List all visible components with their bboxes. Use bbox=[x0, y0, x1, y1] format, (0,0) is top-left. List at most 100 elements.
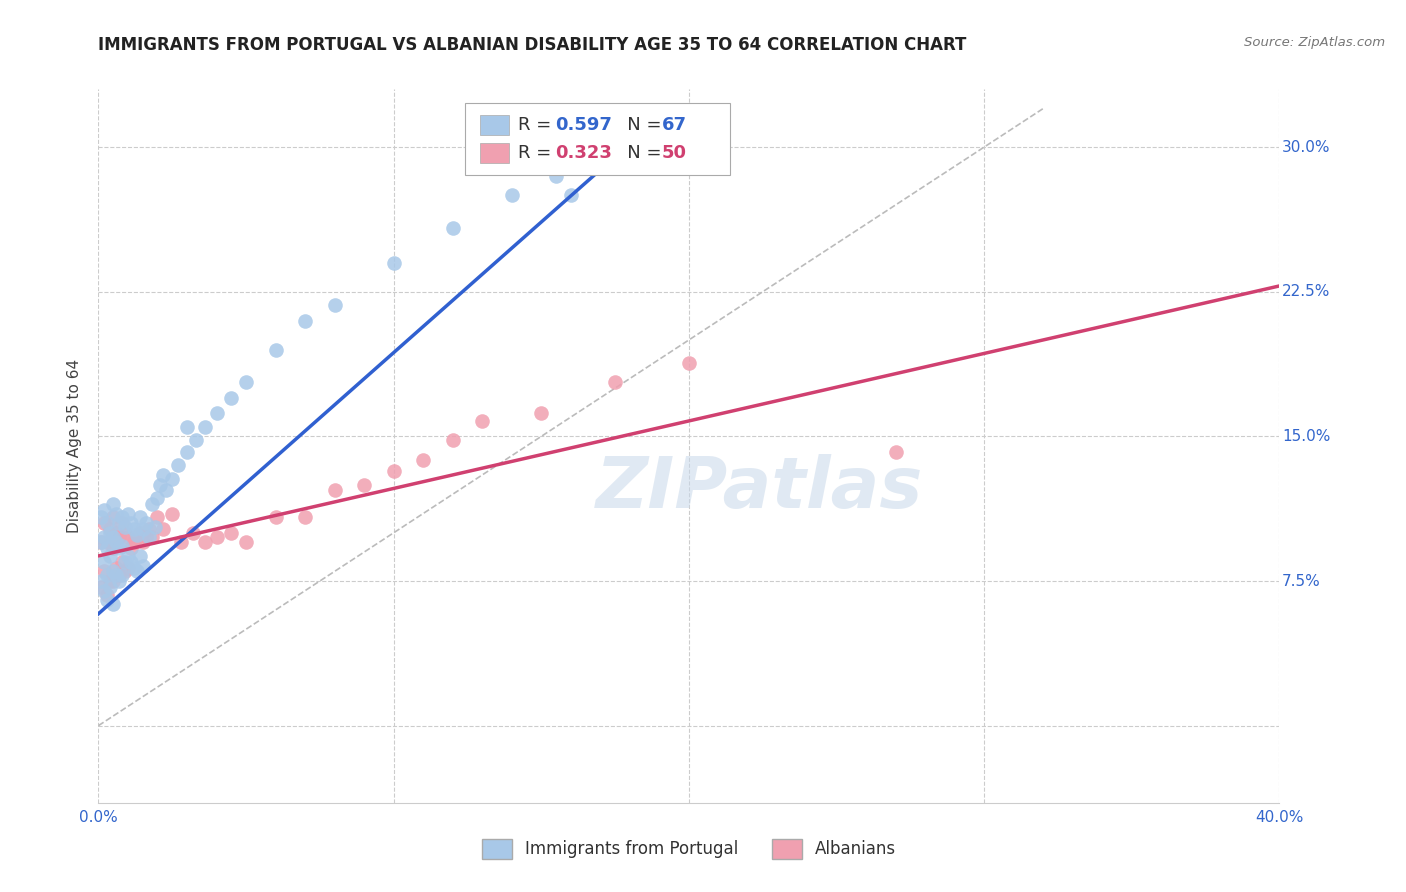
Point bbox=[117, 560, 139, 574]
Point bbox=[122, 535, 145, 549]
Point bbox=[108, 574, 131, 588]
Point bbox=[138, 522, 160, 536]
Point bbox=[152, 522, 174, 536]
Point bbox=[96, 541, 118, 556]
Point bbox=[471, 414, 494, 428]
Point bbox=[235, 376, 257, 390]
Point bbox=[98, 580, 121, 594]
Point bbox=[120, 555, 142, 569]
Point bbox=[125, 565, 148, 579]
Point bbox=[122, 522, 145, 536]
Point bbox=[132, 522, 155, 536]
Y-axis label: Disability Age 35 to 64: Disability Age 35 to 64 bbox=[67, 359, 83, 533]
Point bbox=[111, 516, 134, 530]
Point bbox=[143, 520, 166, 534]
Text: 0.323: 0.323 bbox=[555, 145, 613, 162]
Point bbox=[235, 535, 257, 549]
Point bbox=[93, 530, 115, 544]
Point bbox=[103, 497, 125, 511]
Point bbox=[264, 343, 287, 357]
Point bbox=[111, 510, 134, 524]
Point bbox=[114, 555, 136, 569]
Point bbox=[93, 565, 115, 579]
FancyBboxPatch shape bbox=[479, 144, 509, 163]
Point bbox=[219, 525, 242, 540]
Point bbox=[678, 356, 700, 370]
Text: 0.597: 0.597 bbox=[555, 116, 613, 134]
Point bbox=[219, 391, 242, 405]
Point bbox=[884, 444, 907, 458]
Point bbox=[135, 530, 157, 544]
Point bbox=[194, 419, 217, 434]
Point bbox=[90, 510, 112, 524]
Text: IMMIGRANTS FROM PORTUGAL VS ALBANIAN DISABILITY AGE 35 TO 64 CORRELATION CHART: IMMIGRANTS FROM PORTUGAL VS ALBANIAN DIS… bbox=[98, 36, 967, 54]
Point bbox=[103, 597, 125, 611]
Point bbox=[120, 541, 142, 556]
Point bbox=[111, 568, 134, 582]
Point bbox=[441, 434, 464, 448]
Point bbox=[132, 558, 155, 573]
FancyBboxPatch shape bbox=[479, 115, 509, 135]
Point bbox=[162, 472, 183, 486]
Point bbox=[162, 507, 183, 521]
Text: 7.5%: 7.5% bbox=[1282, 574, 1320, 589]
Point bbox=[105, 525, 128, 540]
Point bbox=[108, 568, 131, 582]
Point bbox=[176, 419, 198, 434]
Text: R =: R = bbox=[517, 116, 557, 134]
Point bbox=[111, 539, 134, 553]
Point bbox=[103, 510, 125, 524]
Point bbox=[98, 525, 121, 540]
Text: ZIPatlas: ZIPatlas bbox=[596, 454, 924, 524]
Point bbox=[194, 535, 217, 549]
Point bbox=[184, 434, 207, 448]
Point bbox=[605, 376, 627, 390]
Point bbox=[128, 510, 150, 524]
Point bbox=[90, 535, 112, 549]
Point bbox=[205, 406, 228, 420]
Point bbox=[135, 516, 157, 530]
Point bbox=[90, 574, 112, 588]
Point bbox=[146, 491, 169, 505]
Point bbox=[103, 574, 125, 588]
Point bbox=[98, 574, 121, 588]
Point bbox=[167, 458, 190, 473]
Point bbox=[501, 188, 523, 202]
Point bbox=[105, 568, 128, 582]
Point bbox=[323, 298, 346, 312]
Point bbox=[96, 568, 118, 582]
Point bbox=[114, 565, 136, 579]
Point bbox=[96, 587, 118, 601]
Point bbox=[530, 406, 553, 420]
Point bbox=[122, 560, 145, 574]
Point bbox=[149, 477, 172, 491]
Point bbox=[353, 477, 375, 491]
Point bbox=[264, 510, 287, 524]
Point bbox=[96, 535, 118, 549]
Point bbox=[96, 516, 118, 530]
Point bbox=[146, 510, 169, 524]
Point bbox=[294, 510, 316, 524]
Point bbox=[108, 530, 131, 544]
Point bbox=[103, 541, 125, 556]
Point bbox=[181, 525, 204, 540]
Point bbox=[294, 313, 316, 327]
Point bbox=[111, 555, 134, 569]
Point bbox=[605, 150, 627, 164]
Point bbox=[125, 527, 148, 541]
Point bbox=[544, 169, 567, 183]
Point bbox=[382, 464, 405, 478]
Point bbox=[98, 549, 121, 563]
Point bbox=[176, 444, 198, 458]
Text: N =: N = bbox=[610, 116, 666, 134]
Point bbox=[96, 593, 118, 607]
Point bbox=[93, 516, 115, 530]
Point bbox=[128, 525, 150, 540]
Point bbox=[141, 497, 163, 511]
Point bbox=[93, 502, 115, 516]
Point bbox=[114, 525, 136, 540]
Text: N =: N = bbox=[610, 145, 666, 162]
Point bbox=[205, 530, 228, 544]
Point bbox=[103, 530, 125, 544]
Point bbox=[90, 580, 112, 594]
